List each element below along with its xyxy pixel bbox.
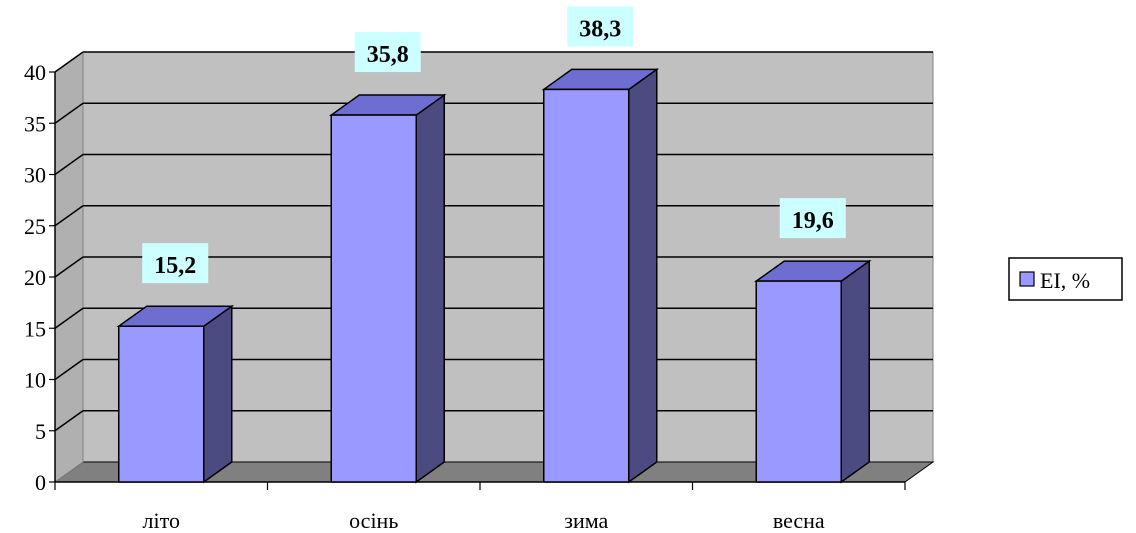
- y-tick-label: 40: [24, 60, 46, 85]
- y-axis-ticks: 0 5 10 15 20 25 30 35 40: [24, 60, 55, 495]
- bar-side: [628, 67, 658, 484]
- bar: [328, 93, 447, 484]
- data-label-bg: [142, 243, 209, 284]
- gridline-depth: [54, 256, 84, 278]
- bar: [541, 67, 660, 484]
- data-label: 35,8: [354, 32, 421, 73]
- y-tick-label: 30: [24, 163, 46, 188]
- data-label: 19,6: [779, 198, 846, 239]
- data-label-text: 35,8: [367, 42, 409, 68]
- y-tick-label: 25: [24, 214, 46, 239]
- bar-front: [755, 280, 842, 483]
- y-tick-label: 5: [35, 419, 46, 444]
- bar-side: [415, 93, 445, 484]
- x-category-label: літо: [143, 508, 180, 533]
- bar-side: [840, 259, 870, 484]
- legend-label: EI, %: [1040, 268, 1090, 293]
- bar-front: [543, 88, 630, 483]
- x-category-label: зима: [564, 508, 608, 533]
- gridline-depth: [54, 358, 84, 381]
- data-label-text: 19,6: [792, 208, 834, 234]
- legend-swatch: [1019, 271, 1035, 287]
- y-tick-label: 35: [24, 111, 46, 136]
- bar-front: [330, 114, 417, 483]
- gridline-depth: [54, 205, 84, 227]
- x-axis-categories: літо осінь зима весна: [143, 508, 825, 533]
- gridline-depth: [54, 410, 84, 432]
- gridline-depth: [54, 102, 84, 124]
- bar-side: [203, 304, 233, 484]
- data-label: 38,3: [567, 6, 634, 47]
- legend: EI, %: [1008, 257, 1123, 301]
- y-tick-label: 20: [24, 265, 46, 290]
- y-tick-label: 0: [35, 470, 46, 495]
- data-label-bg: [779, 198, 846, 239]
- data-label-bg: [567, 6, 634, 47]
- gridline-depth: [54, 51, 84, 73]
- data-label-bg: [354, 32, 421, 73]
- chart-bars: [116, 67, 872, 484]
- x-category-label: весна: [773, 508, 825, 533]
- bar-front: [118, 325, 205, 483]
- data-label-text: 15,2: [154, 253, 196, 279]
- x-category-label: осінь: [349, 508, 398, 533]
- gridline-depth: [54, 307, 84, 329]
- data-labels: 15,2 35,8 38,3 19,6: [142, 6, 846, 284]
- bar: [753, 259, 872, 484]
- y-tick-label: 10: [24, 368, 46, 393]
- y-tick-label: 15: [24, 316, 46, 341]
- bar: [116, 304, 235, 484]
- gridline-depth: [54, 153, 84, 176]
- data-label-text: 38,3: [579, 16, 621, 42]
- data-label: 15,2: [142, 243, 209, 284]
